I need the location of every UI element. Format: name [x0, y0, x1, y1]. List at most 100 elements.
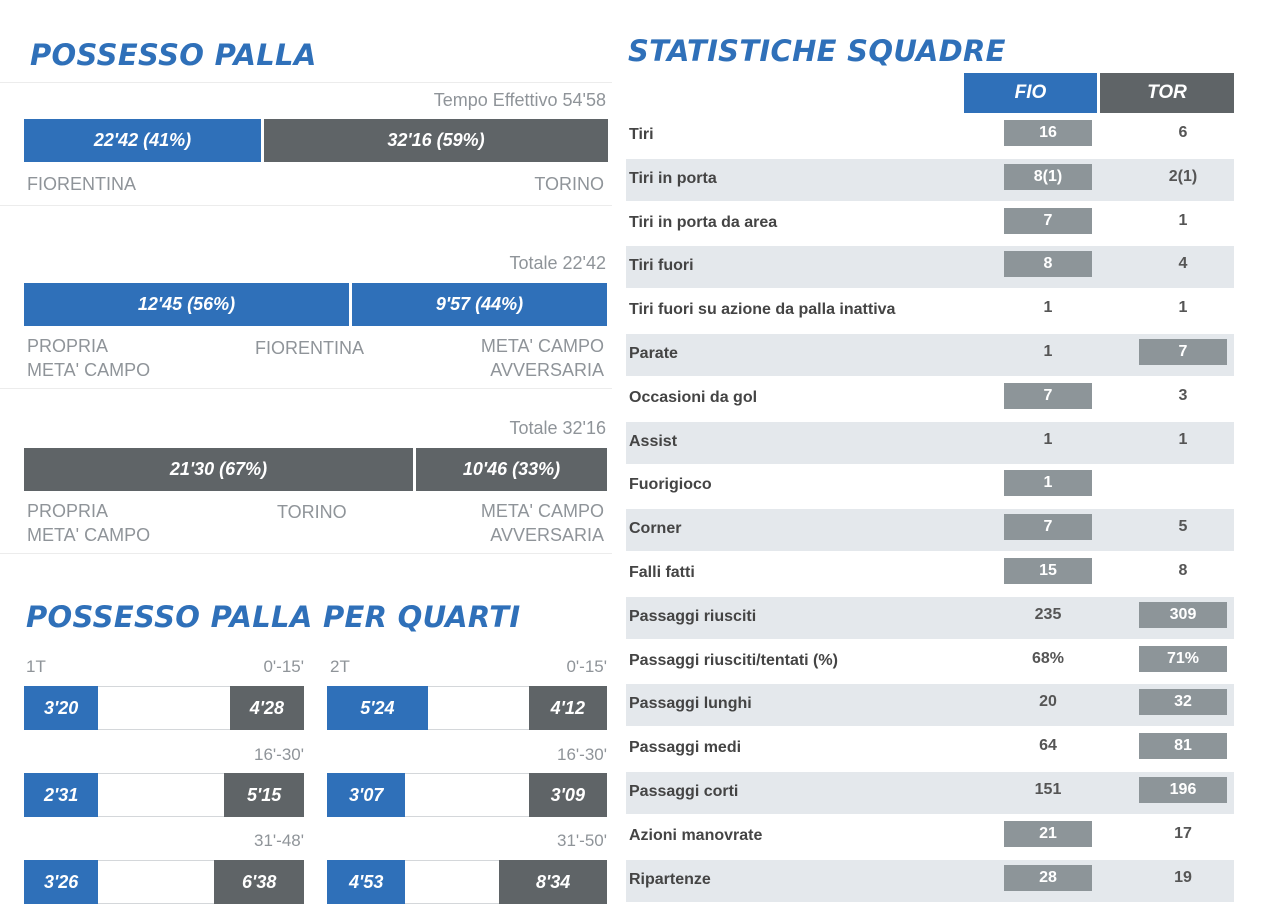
stats-row: Corner 7 5	[626, 509, 1234, 552]
second-half-label: 2T	[330, 657, 350, 676]
stats-row-label: Passaggi riusciti/tentati (%)	[629, 651, 838, 669]
quarter-tor-segment: 8'34	[499, 860, 607, 904]
stats-row: Tiri fuori su azione da palla inattiva 1 1	[626, 290, 1234, 332]
stats-tor-value: 196	[1139, 777, 1227, 803]
stats-fio-value: 8	[1004, 251, 1092, 278]
fio-total-label: Totale 22'42	[509, 253, 606, 273]
tor-opp-half-caption: META' CAMPO AVVERSARIA	[480, 501, 604, 545]
stats-tor-value: 309	[1139, 601, 1227, 628]
col-header-tor: TOR	[1100, 73, 1234, 113]
stats-fio-value: 7	[1004, 514, 1092, 541]
stats-fio-value: 1	[1004, 470, 1092, 497]
stats-fio-value: 15	[1004, 558, 1092, 584]
stats-row-label: Assist	[629, 432, 678, 450]
quarter-range-label: 31'-50'	[557, 831, 607, 850]
quarter-fio-segment: 4'53	[327, 860, 406, 904]
stats-tor-value: 1	[1178, 211, 1188, 229]
fio-possession-bar: 22'42 (41%)	[24, 119, 261, 162]
tor-opp-half-bar: 10'46 (33%)	[416, 448, 607, 491]
stats-row-label: Tiri in porta	[629, 169, 717, 187]
stats-row-label: Falli fatti	[629, 564, 695, 581]
stats-row: Tiri in porta da area 7 1	[626, 203, 1234, 245]
stats-fio-value: 1	[1043, 343, 1053, 360]
quarter-tor-segment: 5'15	[224, 773, 304, 817]
stats-row: Tiri 16 6	[626, 115, 1234, 157]
quarter-bar: 4'53 8'34	[327, 860, 607, 904]
stats-row: Fuorigioco 1	[626, 465, 1234, 507]
stats-tor-value: 4	[1178, 255, 1188, 273]
team-left-label: FIORENTINA	[27, 174, 137, 194]
possesso-title: POSSESSO PALLA	[30, 38, 317, 72]
stats-tor-value: 3	[1178, 386, 1188, 404]
stats-tor-value: 19	[1174, 868, 1192, 886]
quarter-bar: 5'24 4'12	[327, 686, 607, 730]
stats-row-label: Ripartenze	[629, 870, 711, 888]
stats-fio-value: 151	[1034, 781, 1062, 798]
quarter-bar: 3'07 3'09	[327, 773, 607, 817]
stats-row-label: Tiri fuori	[629, 257, 694, 275]
stats-row: Assist 1 1	[626, 421, 1234, 464]
stats-row-label: Occasioni da gol	[629, 388, 758, 406]
stats-tor-value: 71%	[1139, 645, 1227, 672]
tor-possession-bar: 32'16 (59%)	[264, 119, 608, 162]
stats-tor-value: 81	[1139, 733, 1227, 760]
stats-fio-value: 21	[1004, 820, 1092, 847]
quarter-tor-segment: 4'28	[229, 686, 304, 730]
stats-row-label: Azioni manovrate	[629, 826, 763, 844]
first-half-label: 1T	[26, 657, 46, 676]
stats-row-label: Parate	[629, 345, 678, 362]
stats-row: Occasioni da gol 7 3	[626, 378, 1234, 420]
stats-row-label: Passaggi medi	[629, 739, 742, 757]
stats-row: Passaggi corti 151 196	[626, 772, 1234, 814]
stats-row-label: Corner	[629, 520, 682, 538]
stats-row: Passaggi riusciti 235 309	[626, 596, 1234, 639]
stats-row: Ripartenze 28 19	[626, 859, 1234, 902]
stats-row-label: Tiri in porta da area	[629, 213, 778, 231]
stats-fio-value: 68%	[1031, 649, 1065, 667]
stats-row: Falli fatti 15 8	[626, 553, 1234, 595]
stats-row-label: Passaggi corti	[629, 783, 739, 800]
tempo-effettivo-label: Tempo Effettivo 54'58	[433, 90, 606, 110]
stats-fio-value: 7	[1004, 382, 1092, 409]
stats-fio-value: 1	[1043, 430, 1053, 448]
stats-fio-value: 235	[1034, 605, 1062, 623]
stats-row-label: Tiri fuori su azione da palla inattiva	[629, 301, 896, 319]
stats-row-label: Fuorigioco	[629, 476, 712, 494]
tor-total-label: Totale 32'16	[509, 418, 606, 438]
tor-own-half-caption: PROPRIA META' CAMPO	[27, 501, 151, 545]
stats-row: Tiri fuori 8 4	[626, 246, 1234, 289]
stats-fio-value: 28	[1004, 864, 1092, 891]
stats-row: Passaggi medi 64 81	[626, 728, 1234, 770]
stats-row: Parate 1 7	[626, 334, 1234, 376]
quarter-range-label: 0'-15'	[566, 657, 607, 676]
team-right-label: TORINO	[534, 174, 604, 194]
stats-row-label: Passaggi riusciti	[629, 607, 757, 625]
stats-fio-value: 64	[1039, 737, 1057, 755]
stats-row: Passaggi riusciti/tentati (%) 68% 71%	[626, 641, 1234, 683]
stats-tor-value: 7	[1139, 339, 1227, 365]
quarter-tor-segment: 4'12	[528, 686, 607, 730]
stats-tor-value: 1	[1178, 430, 1188, 448]
quarter-fio-segment: 5'24	[327, 686, 428, 730]
quarter-range-label: 16'-30'	[557, 745, 607, 764]
quarter-fio-segment: 2'31	[24, 773, 99, 817]
stats-tor-value: 5	[1178, 518, 1188, 536]
quarter-range-label: 0'-15'	[263, 657, 304, 676]
quarter-tor-segment: 3'09	[528, 773, 607, 817]
quarter-tor-segment: 6'38	[214, 860, 304, 904]
stats-tor-value: 8	[1178, 562, 1188, 579]
stats-tor-value: 17	[1174, 824, 1192, 842]
stats-fio-value: 8(1)	[1004, 163, 1092, 190]
col-header-fio: FIO	[964, 73, 1097, 113]
stats-row: Tiri in porta 8(1) 2(1)	[626, 158, 1234, 201]
stats-tor-value: 6	[1178, 124, 1188, 141]
stats-fio-value: 20	[1039, 693, 1057, 711]
quarter-fio-segment: 3'26	[24, 860, 99, 904]
quarter-fio-segment: 3'20	[24, 686, 99, 730]
fio-own-half-caption: PROPRIA META' CAMPO	[27, 336, 151, 380]
fio-own-half-bar: 12'45 (56%)	[24, 283, 349, 326]
quarter-range-label: 31'-48'	[254, 831, 304, 850]
stats-tor-value: 32	[1139, 689, 1227, 716]
stats-row-label: Tiri	[629, 126, 654, 143]
stats-fio-value: 16	[1004, 120, 1092, 146]
